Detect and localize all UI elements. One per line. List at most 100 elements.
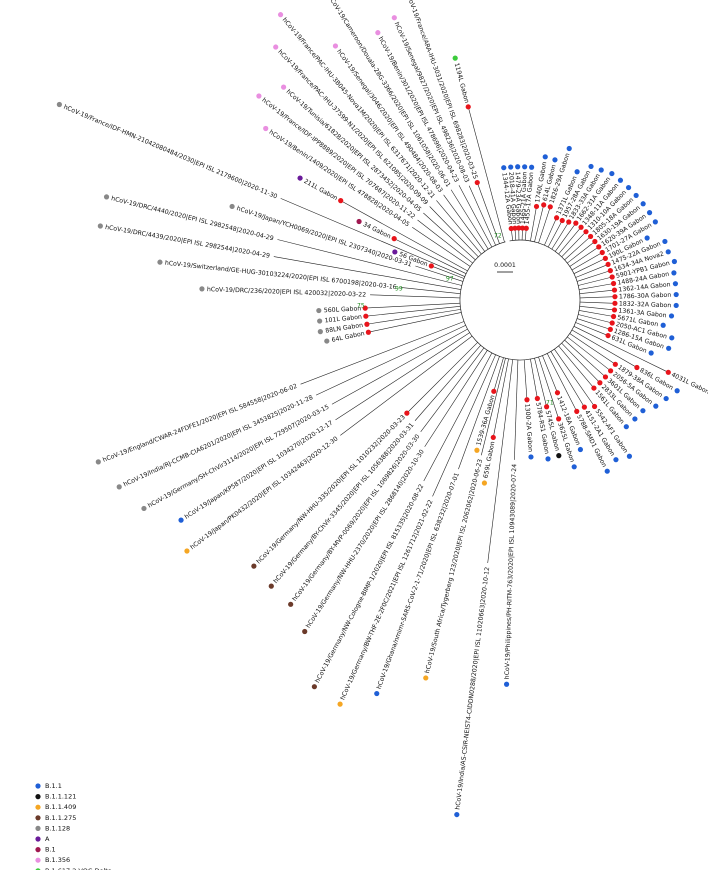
branch [436, 200, 482, 255]
branch [564, 339, 606, 378]
tip-dot [391, 236, 397, 242]
branch [467, 106, 505, 243]
tip-dot [491, 388, 497, 394]
lineage-dot [613, 457, 619, 463]
tip-dot [608, 368, 614, 374]
lineage-dot [332, 43, 339, 49]
branch [561, 342, 601, 383]
bootstrap-value: 99 [395, 286, 403, 293]
branch [429, 206, 479, 258]
lineage-dot [474, 447, 480, 453]
branch [538, 206, 551, 244]
branch [579, 289, 615, 295]
branch [458, 356, 500, 470]
leaf-label: 1832-32A Gabon [619, 300, 672, 309]
branch [487, 359, 513, 564]
branch [493, 357, 504, 392]
branch [534, 358, 547, 407]
branch [340, 200, 468, 272]
tip-dot [607, 268, 613, 274]
branch [544, 217, 557, 246]
legend-label: B.1 [45, 846, 56, 854]
branch [468, 185, 496, 246]
legend-label: B.1.356 [45, 856, 70, 864]
branch [476, 182, 500, 244]
branch [423, 352, 493, 482]
tip-dot [364, 321, 370, 327]
tip-dot [597, 380, 603, 386]
leaf-label: hCoV-19/Switzerland/GE-HUG-30103224/2020… [165, 260, 398, 291]
leaf-label: hCoV-19/DRC/236/2020|EPI ISL 420032|2020… [207, 286, 366, 299]
branch [564, 236, 591, 261]
tip-dot [634, 364, 640, 371]
lineage-dot [317, 329, 323, 335]
branch [573, 326, 669, 373]
lineage-dot [199, 286, 205, 292]
bootstrap-value: 72 [494, 233, 502, 240]
tip-dot [609, 320, 615, 326]
lineage-dot [673, 291, 679, 298]
lineage-dot [633, 192, 639, 199]
tip-dot [428, 263, 434, 269]
tip-dot [605, 332, 611, 339]
lineage-dot [273, 44, 279, 50]
lineage-dot [116, 484, 122, 490]
lineage-dot [623, 424, 629, 430]
branch [523, 359, 528, 400]
lineage-dot [556, 453, 562, 459]
lineage-dot [229, 203, 235, 210]
lineage-dot [648, 350, 654, 356]
lineage-dot [604, 468, 610, 474]
legend-label: B.1.1.121 [45, 793, 76, 801]
branch [579, 305, 615, 311]
lineage-dot [317, 318, 323, 324]
legend-label: B.1.617.2 VOC Delta [45, 867, 112, 870]
lineage-dot [609, 170, 615, 177]
branch [569, 333, 616, 365]
lineage-dot [671, 258, 677, 265]
branch [331, 328, 468, 405]
legend-swatch [35, 815, 41, 821]
branch [492, 358, 509, 438]
branch [573, 258, 606, 274]
legend-label: B.1.1.409 [45, 803, 76, 811]
lineage-dot [640, 408, 646, 414]
lineage-dot [598, 167, 604, 173]
branch [368, 312, 462, 333]
lineage-dot [671, 270, 677, 276]
lineage-dot [356, 218, 362, 225]
tip-dot [610, 280, 617, 287]
lineage-dot [566, 145, 572, 152]
branch [579, 296, 615, 299]
tip-dot [362, 305, 368, 311]
branch [406, 342, 478, 414]
tip-dot [559, 217, 565, 224]
lineage-dot [178, 517, 184, 523]
tip-dot [612, 361, 618, 367]
lineage-dot [669, 335, 675, 341]
bootstrap-value: 71 [546, 400, 554, 407]
tip-dot [533, 203, 540, 210]
tip-dot [602, 374, 609, 380]
leaf-label: 2018-41A Gabon [507, 172, 518, 225]
tip-dot [605, 261, 611, 268]
lineage-dot [391, 15, 397, 21]
branch [273, 256, 461, 290]
branch [555, 222, 577, 252]
tip-dot [578, 224, 584, 230]
lineage-dot [297, 175, 303, 181]
tip-dot [534, 395, 540, 402]
branch [569, 246, 599, 267]
leaf-label: 101L Gabon [324, 314, 362, 325]
lineage-dot [423, 675, 429, 681]
tip-dot [599, 249, 605, 256]
lineage-dot [574, 169, 580, 175]
lineage-dot [280, 84, 287, 90]
branch [547, 220, 563, 248]
lineage-dot [141, 505, 147, 512]
branch [551, 221, 570, 250]
tip-dot [566, 219, 572, 225]
lineage-dot [316, 307, 322, 314]
branch [575, 264, 609, 278]
